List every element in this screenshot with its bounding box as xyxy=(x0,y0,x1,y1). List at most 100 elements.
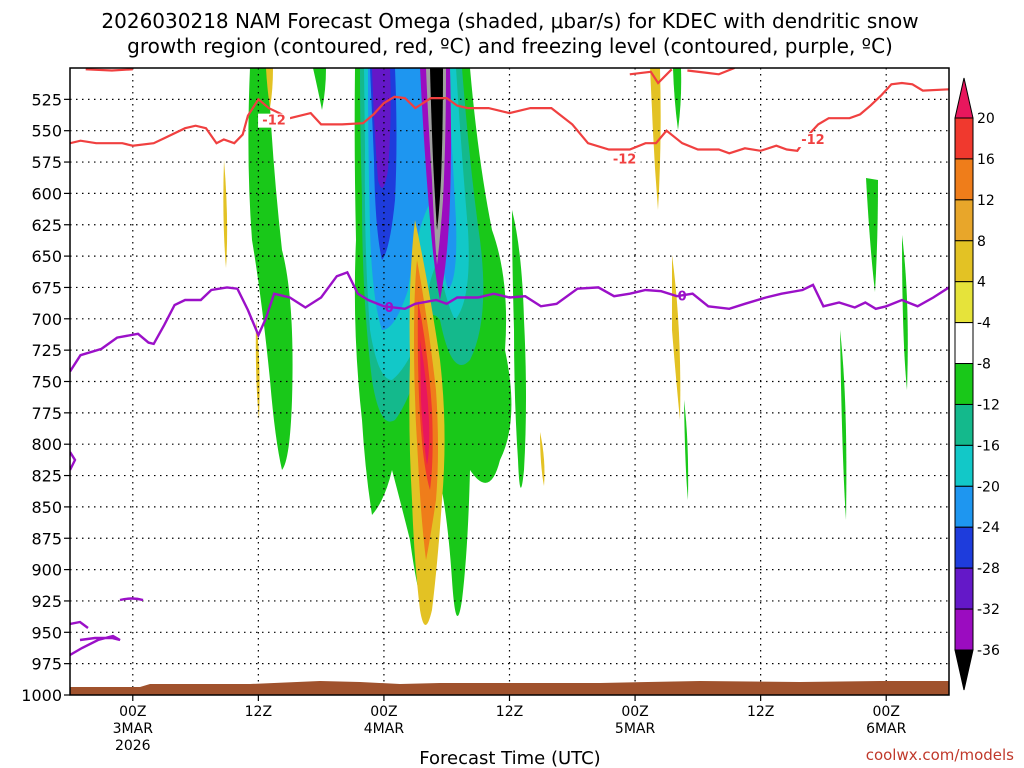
dgz-label-bg xyxy=(608,152,641,167)
freezing-level-contour xyxy=(70,270,949,373)
omega-pos-magenta xyxy=(420,340,430,465)
dgz-upper-contours xyxy=(85,68,735,85)
x-tick-date: 4MAR xyxy=(364,721,405,737)
dgz-minus12-contour xyxy=(70,81,949,155)
omega-streak-6 xyxy=(840,330,847,520)
y-tick-label: 600 xyxy=(31,184,62,203)
colorbar-segment xyxy=(954,485,974,528)
y-tick-label: 650 xyxy=(31,247,62,266)
colorbar-tick-label: -32 xyxy=(977,602,1000,618)
y-tick-label: 675 xyxy=(31,278,62,297)
y-axis: 525 550 575 600 625 650 675 700 725 750 775 800 825 8… xyxy=(21,90,70,705)
x-tick-label: 00Z xyxy=(119,704,146,720)
colorbar-tick-label: -24 xyxy=(977,520,1000,536)
x-axis-label: Forecast Time (UTC) xyxy=(419,748,600,768)
freezing-level-left-notch xyxy=(70,451,77,471)
omega-main-purple xyxy=(372,68,391,188)
chart-title-line1: 2026030218 NAM Forecast Omega (shaded, μ… xyxy=(101,9,918,33)
y-tick-label: 625 xyxy=(31,216,62,235)
colorbar-segment xyxy=(954,322,974,365)
terrain-surface xyxy=(70,681,949,695)
colorbar-tick-label: -4 xyxy=(977,316,991,332)
freezing-level-label: 0 xyxy=(385,301,394,316)
y-tick-label: 975 xyxy=(31,655,62,674)
y-tick-label: 575 xyxy=(31,153,62,172)
colorbar-segment xyxy=(954,608,974,651)
y-tick-label: 750 xyxy=(31,373,62,392)
y-tick-label: 900 xyxy=(31,561,62,580)
colorbar-tick-label: -12 xyxy=(977,397,1000,413)
y-tick-label: 850 xyxy=(31,498,62,517)
y-tick-label: 550 xyxy=(31,122,62,141)
dgz-upper-segment xyxy=(687,68,735,76)
x-tick-label: 12Z xyxy=(747,704,774,720)
colorbar-tick-label: -16 xyxy=(977,438,1000,454)
dgz-label-bg xyxy=(796,133,829,148)
omega-yellow-1 xyxy=(223,160,228,268)
x-tick-date: 6MAR xyxy=(866,721,907,737)
colorbar-tick-label: -36 xyxy=(977,643,1000,659)
omega-yellow-6 xyxy=(266,68,273,108)
colorbar-top-arrow xyxy=(954,77,974,119)
y-tick-label: 950 xyxy=(31,623,62,642)
y-tick-label: 525 xyxy=(31,90,62,109)
y-tick-label: 775 xyxy=(31,404,62,423)
y-tick-label: 725 xyxy=(31,341,62,360)
omega-streak-1 xyxy=(248,68,293,470)
y-tick-label: 875 xyxy=(31,529,62,548)
omega-streak-7 xyxy=(866,178,878,292)
x-tick-date: 5MAR xyxy=(615,721,656,737)
colorbar-tick-label: -20 xyxy=(977,479,1000,495)
colorbar: 20 16 12 8 4 -4 -8 -12 -16 -20 -24 -28 -32 -36 xyxy=(954,77,1000,691)
colorbar-segment xyxy=(954,117,974,160)
colorbar-segment xyxy=(954,281,974,324)
x-tick-label: 12Z xyxy=(245,704,272,720)
y-tick-label: 925 xyxy=(31,592,62,611)
omega-core-black xyxy=(430,68,443,230)
colorbar-segment xyxy=(954,403,974,446)
colorbar-bottom-arrow xyxy=(954,649,974,691)
colorbar-tick-label: 12 xyxy=(977,193,995,209)
y-tick-label: 1000 xyxy=(21,686,62,705)
colorbar-tick-label: 16 xyxy=(977,152,995,168)
colorbar-segment xyxy=(954,363,974,405)
dgz-label-bg xyxy=(258,113,291,128)
omega-shading xyxy=(223,68,908,625)
dgz-contour-label: -12 xyxy=(801,133,825,148)
freezing-level-label: 0 xyxy=(678,289,687,304)
colorbar-tick-label: -8 xyxy=(977,357,991,373)
dgz-upper-segment xyxy=(629,68,673,85)
gridlines xyxy=(70,68,949,695)
dgz-upper-segment xyxy=(85,68,133,72)
dgz-contour-label: -12 xyxy=(613,153,637,168)
freezing-level-small-loop xyxy=(119,597,144,602)
y-tick-label: 700 xyxy=(31,310,62,329)
dgz-contour-label: -12 xyxy=(262,114,286,129)
colorbar-segment xyxy=(954,526,974,569)
colorbar-segment xyxy=(954,567,974,610)
omega-streak-8 xyxy=(902,235,908,390)
site-credit: coolwx.com/models xyxy=(866,746,1014,764)
colorbar-segment xyxy=(954,158,974,201)
x-tick-label: 00Z xyxy=(370,704,397,720)
x-tick-label: 00Z xyxy=(621,704,648,720)
colorbar-segment xyxy=(954,444,974,487)
colorbar-tick-label: -28 xyxy=(977,561,1000,577)
omega-yellow-2 xyxy=(650,68,661,210)
chart-title-line2: growth region (contoured, red, ºC) and f… xyxy=(127,34,893,58)
y-tick-label: 800 xyxy=(31,435,62,454)
colorbar-segment xyxy=(954,240,974,283)
y-tick-label: 825 xyxy=(31,467,62,486)
x-tick-year: 2026 xyxy=(115,738,151,754)
x-tick-label: 00Z xyxy=(873,704,900,720)
omega-yellow-5 xyxy=(255,320,260,420)
x-tick-label: 12Z xyxy=(496,704,523,720)
omega-streak-5 xyxy=(684,400,689,500)
freezing-level-left-edge xyxy=(70,620,121,657)
colorbar-tick-label: 4 xyxy=(977,275,986,291)
omega-yellow-4 xyxy=(540,432,545,486)
contour-labels: -12 -12 -12 0 0 xyxy=(258,113,829,316)
x-tick-date: 3MAR xyxy=(113,721,154,737)
